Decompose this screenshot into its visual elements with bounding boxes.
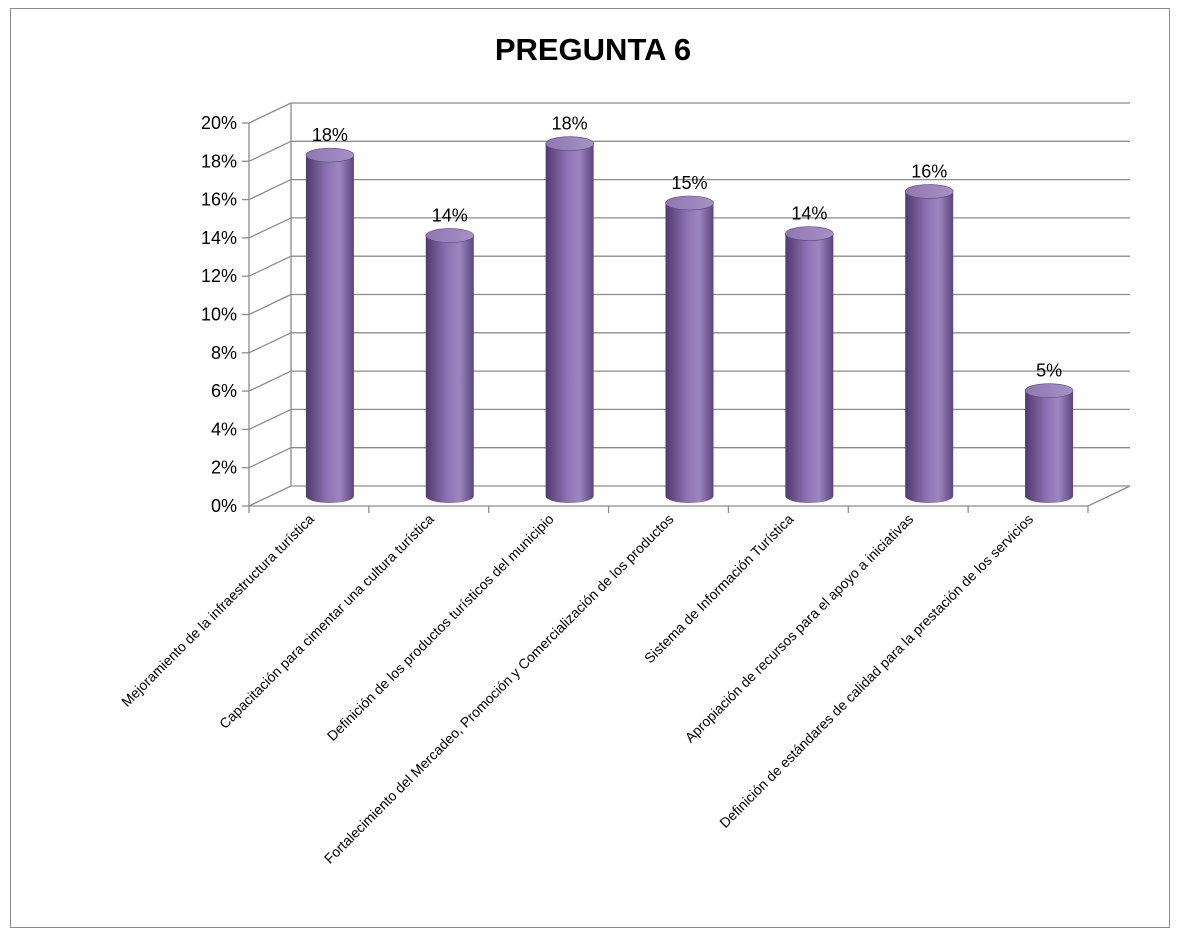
bar (904, 184, 954, 504)
bar-body (545, 143, 594, 504)
data-labels: 18% 14% 18% 15% 14% 16% 5% (312, 114, 1062, 381)
y-axis: 0% 2% 4% 6% 8% 10% 12% 14% 16% 18% 20% (201, 113, 1089, 516)
gridline-side (248, 485, 292, 507)
bar-cap (305, 147, 355, 163)
y-tick-label: 14% (201, 228, 237, 248)
gridline-side (248, 332, 292, 354)
y-tick-label: 12% (201, 266, 237, 286)
bar-body (305, 155, 354, 504)
bar-cap (665, 195, 714, 211)
y-tick-label: 16% (201, 190, 237, 210)
floor-right-edge (1087, 485, 1131, 507)
x-tick-label: Capacitación para cimentar una cultura t… (216, 511, 437, 732)
y-tick-label: 20% (201, 113, 237, 133)
bar (305, 147, 355, 504)
gridline-side (248, 408, 292, 430)
y-tick-label: 2% (211, 458, 237, 478)
data-label: 14% (432, 206, 468, 226)
bar (665, 195, 714, 504)
chart-title: PREGUNTA 6 (495, 32, 691, 67)
gridline-side (248, 447, 292, 469)
bar-body (665, 203, 714, 504)
bar (425, 228, 475, 504)
gridline-side (248, 102, 292, 124)
gridline-side (248, 370, 292, 392)
bar-body (785, 233, 834, 504)
gridline-side (248, 255, 292, 277)
x-axis: Mejoramiento de la infraestructura turís… (118, 511, 1036, 867)
bar-cap (425, 228, 475, 243)
y-tick-label: 18% (201, 151, 237, 171)
data-label: 15% (671, 173, 707, 193)
gridline-side (248, 140, 292, 162)
data-label: 18% (312, 125, 348, 145)
y-tick-label: 6% (211, 381, 237, 401)
bar-cap (904, 184, 954, 199)
data-label: 5% (1036, 361, 1062, 381)
data-label: 14% (791, 204, 827, 224)
gridline-side (248, 179, 292, 201)
bar (785, 226, 834, 504)
bar (1024, 383, 1074, 504)
y-tick-label: 10% (201, 305, 237, 325)
x-tick-label: Definición de los productos turísticos d… (324, 511, 557, 744)
bars (305, 136, 1074, 504)
x-tick-label: Mejoramiento de la infraestructura turís… (118, 511, 317, 710)
x-tick-label: Apropiación de recursos para el apoyo a … (682, 511, 917, 746)
bar-cap (545, 136, 594, 151)
bar (545, 136, 594, 504)
bar-body (905, 191, 954, 504)
data-label: 16% (911, 162, 947, 182)
gridline-side (248, 293, 292, 316)
y-tick-label: 8% (211, 343, 237, 363)
bar-body (425, 235, 474, 504)
bar-cap (785, 226, 834, 241)
bar-body (1025, 390, 1074, 504)
gridline-side (248, 217, 292, 239)
bar-cap (1024, 383, 1074, 398)
y-tick-label: 4% (211, 419, 237, 439)
y-tick-label: 0% (211, 496, 237, 516)
data-label: 18% (552, 114, 588, 134)
